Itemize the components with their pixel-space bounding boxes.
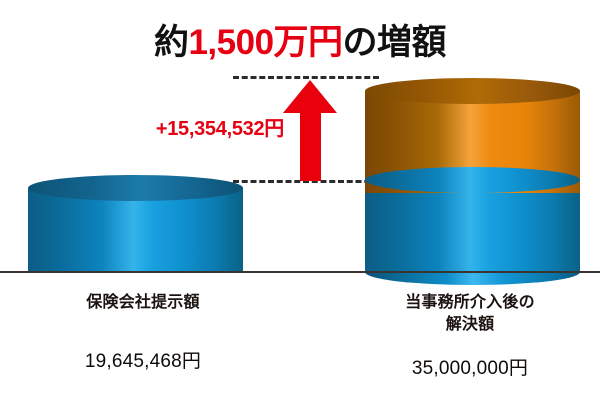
bar-left-insurance-offer	[28, 175, 243, 280]
category-label-left: 保険会社提示額	[86, 294, 200, 311]
arrow-head	[283, 80, 337, 113]
value-label-right: 35,000,000円	[411, 358, 529, 379]
category-label-right-line1: 当事務所介入後の	[405, 294, 535, 311]
chart-title-prefix: 約	[153, 23, 189, 62]
increase-arrow-icon	[283, 80, 337, 181]
value-label-left: 19,645,468円	[84, 351, 202, 372]
bar-right-settlement-amount	[365, 78, 580, 285]
arrow-shaft	[300, 110, 321, 181]
category-label-right-line2: 解決額	[445, 316, 495, 333]
bar-left-top-ellipse	[28, 175, 243, 201]
bar-left-body-blue	[28, 188, 243, 272]
bar-right-top-ellipse	[365, 78, 580, 104]
dashed-guide-line-top	[233, 76, 379, 79]
bar-right-segment-blue	[365, 180, 580, 272]
chart-title: 約1,500万円の増額	[0, 22, 600, 64]
bar-right-segment-divider-ellipse	[365, 167, 580, 193]
category-label-right: 当事務所介入後の 解決額	[345, 292, 595, 336]
chart-baseline	[0, 271, 600, 273]
dashed-guide-line-middle	[233, 180, 379, 183]
chart-title-suffix: の増額	[342, 23, 447, 62]
difference-amount-label: +15,354,532円	[155, 118, 284, 140]
chart-title-highlight: 1,500万円	[188, 23, 343, 62]
